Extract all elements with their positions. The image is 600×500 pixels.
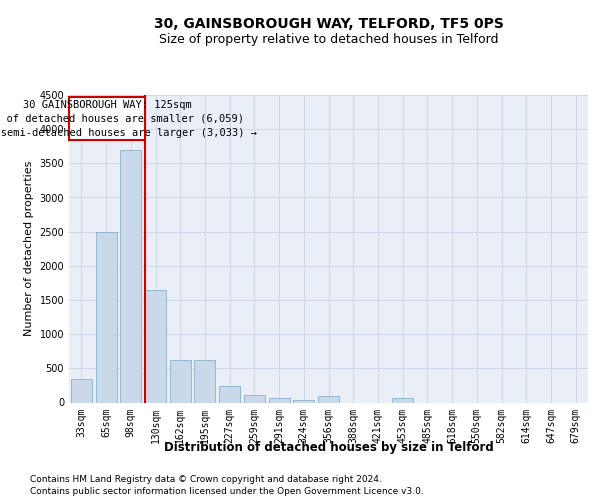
Bar	[170, 360, 191, 403]
Text: 30, GAINSBOROUGH WAY, TELFORD, TF5 0PS: 30, GAINSBOROUGH WAY, TELFORD, TF5 0PS	[154, 18, 504, 32]
Bar	[269, 398, 290, 402]
Text: Distribution of detached houses by size in Telford: Distribution of detached houses by size …	[164, 441, 494, 454]
Text: 30 GAINSBOROUGH WAY: 125sqm
← 66% of detached houses are smaller (6,059)
33% of : 30 GAINSBOROUGH WAY: 125sqm ← 66% of det…	[0, 100, 257, 138]
Bar	[293, 400, 314, 402]
Text: Contains HM Land Registry data © Crown copyright and database right 2024.: Contains HM Land Registry data © Crown c…	[30, 474, 382, 484]
Bar	[244, 394, 265, 402]
Bar	[95, 232, 116, 402]
Text: Size of property relative to detached houses in Telford: Size of property relative to detached ho…	[159, 32, 499, 46]
Y-axis label: Number of detached properties: Number of detached properties	[24, 161, 34, 336]
Bar	[392, 398, 413, 402]
FancyBboxPatch shape	[70, 97, 145, 140]
Bar	[71, 378, 92, 402]
Bar	[318, 396, 339, 402]
Bar	[120, 150, 141, 402]
Bar	[194, 360, 215, 403]
Bar	[145, 290, 166, 403]
Bar	[219, 386, 240, 402]
Text: Contains public sector information licensed under the Open Government Licence v3: Contains public sector information licen…	[30, 486, 424, 496]
